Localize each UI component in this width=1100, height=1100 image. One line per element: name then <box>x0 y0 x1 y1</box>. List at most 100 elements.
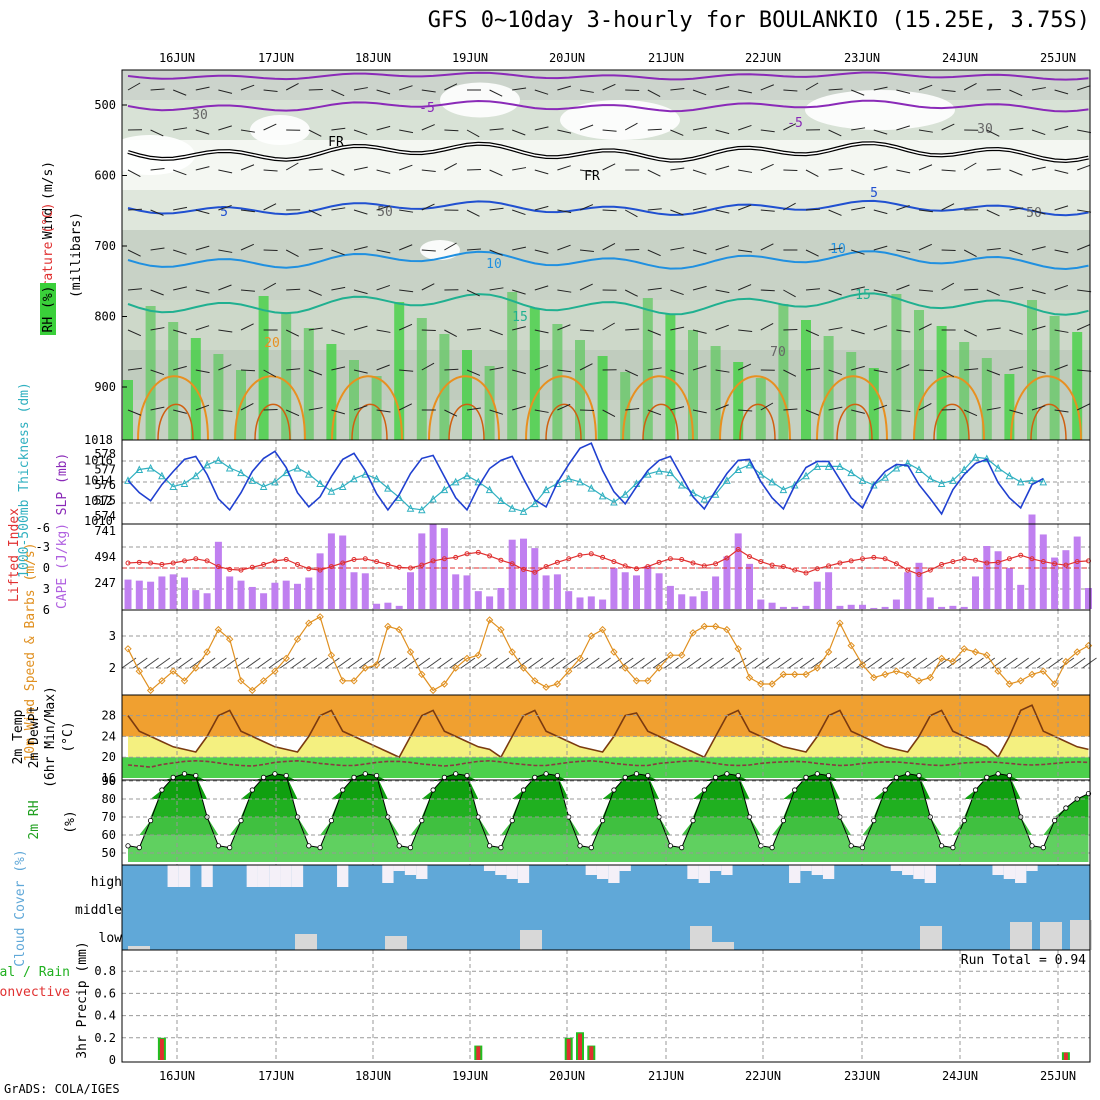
wind-barb <box>715 129 730 135</box>
wind-barb <box>986 168 1001 171</box>
li-marker <box>509 561 515 567</box>
li-marker <box>340 560 346 566</box>
precip-tick: 0.6 <box>94 986 116 1000</box>
rh-plume <box>168 322 179 440</box>
wind-barb <box>1031 129 1046 136</box>
rh-marker <box>825 772 832 779</box>
wind-barb <box>692 206 707 211</box>
wind-barb <box>579 283 593 291</box>
wind-barb <box>218 329 233 333</box>
wind-barb <box>331 409 345 415</box>
cloud-high-white <box>291 865 304 887</box>
day-label-bottom: 17JUN <box>258 1069 294 1083</box>
thickness-marker <box>135 465 144 473</box>
wind-barb <box>218 169 233 174</box>
cape-bar <box>147 581 155 609</box>
contour-label: 5 <box>870 186 878 201</box>
cape-bar <box>904 572 912 609</box>
wind10-marker <box>146 686 155 695</box>
cape-bar <box>599 599 607 609</box>
wind-barb <box>1031 87 1046 91</box>
thickness-marker <box>417 505 426 514</box>
wind-barb <box>421 249 436 252</box>
cape-bar <box>158 576 166 609</box>
li-marker <box>667 556 673 562</box>
rh-plume <box>688 330 698 440</box>
li-marker <box>758 559 764 565</box>
contour-label: -5 <box>787 116 803 131</box>
cape-bar <box>1051 557 1059 609</box>
cape-bar <box>474 591 482 609</box>
cape-bar <box>486 596 494 609</box>
li-marker <box>780 564 786 570</box>
rh-dry-pocket <box>250 115 310 145</box>
wind-barb <box>353 405 368 411</box>
day-label-top: 25JUN <box>1040 51 1076 65</box>
cloud-high-white <box>178 865 191 887</box>
cloud-high-white <box>585 865 597 875</box>
wind-barb <box>1054 364 1068 371</box>
wind-barb <box>376 329 391 333</box>
wind-barb <box>738 169 753 173</box>
cape-bar <box>350 572 358 609</box>
wind-barb <box>489 169 503 177</box>
precip-tick: 0 <box>109 1053 116 1067</box>
wind10-marker <box>531 677 539 685</box>
wind-barb <box>602 242 616 251</box>
wind10-barb <box>381 657 397 669</box>
li-marker <box>306 566 312 572</box>
contour-20 <box>816 375 888 441</box>
cape-axis-label: CAPE (J/kg) <box>55 523 70 609</box>
wind-barb <box>127 409 142 416</box>
wind-barb <box>1076 323 1091 331</box>
wind-barb <box>647 208 662 211</box>
wind-barb <box>127 169 141 178</box>
rh-plume <box>959 342 970 440</box>
rh-marker <box>916 772 922 779</box>
thickness-marker <box>723 476 731 484</box>
wind10-barb <box>675 657 690 669</box>
wind-barb <box>353 369 368 374</box>
wind-barb <box>308 407 323 411</box>
rh-marker <box>758 843 764 849</box>
wind-barb <box>127 249 141 257</box>
cloud-high-white <box>483 865 496 871</box>
contour-5 <box>127 199 1089 217</box>
wind10-marker <box>293 635 302 643</box>
wind10-marker <box>372 661 381 669</box>
wind10-marker <box>485 616 494 624</box>
wind-barb <box>444 129 459 132</box>
thickness-marker <box>768 477 776 486</box>
wind-barb <box>240 289 255 292</box>
wind10-marker <box>666 651 675 659</box>
wind-barb <box>285 82 299 91</box>
rh-plume <box>868 368 879 440</box>
li-marker <box>950 559 956 565</box>
wind10-marker <box>395 625 403 634</box>
cape-bar <box>938 606 946 609</box>
cloud-low-label: low <box>99 931 123 946</box>
rh-marker <box>679 844 685 851</box>
cloud-high-white <box>1003 865 1016 879</box>
li-marker <box>939 561 945 567</box>
li-marker <box>837 560 843 566</box>
cape-bar <box>746 563 753 609</box>
rh-marker <box>599 817 606 824</box>
wind10-marker <box>723 625 731 634</box>
wind10-barb <box>980 657 996 669</box>
thickness-marker <box>169 482 178 491</box>
rh-plume <box>349 360 359 440</box>
wind-barb <box>1031 369 1046 374</box>
wind-barb <box>805 329 819 337</box>
wind-barb <box>896 249 911 253</box>
cloud-high-white <box>167 865 179 887</box>
li-marker <box>487 553 493 559</box>
wind-barb <box>1054 249 1069 254</box>
wind-barb <box>918 369 934 372</box>
wind-barb <box>1054 329 1069 333</box>
wind-barb <box>579 204 594 211</box>
li-marker <box>419 562 425 568</box>
cape-bar <box>994 551 1002 609</box>
rh-plume <box>778 304 789 440</box>
wind10-marker <box>350 677 358 685</box>
